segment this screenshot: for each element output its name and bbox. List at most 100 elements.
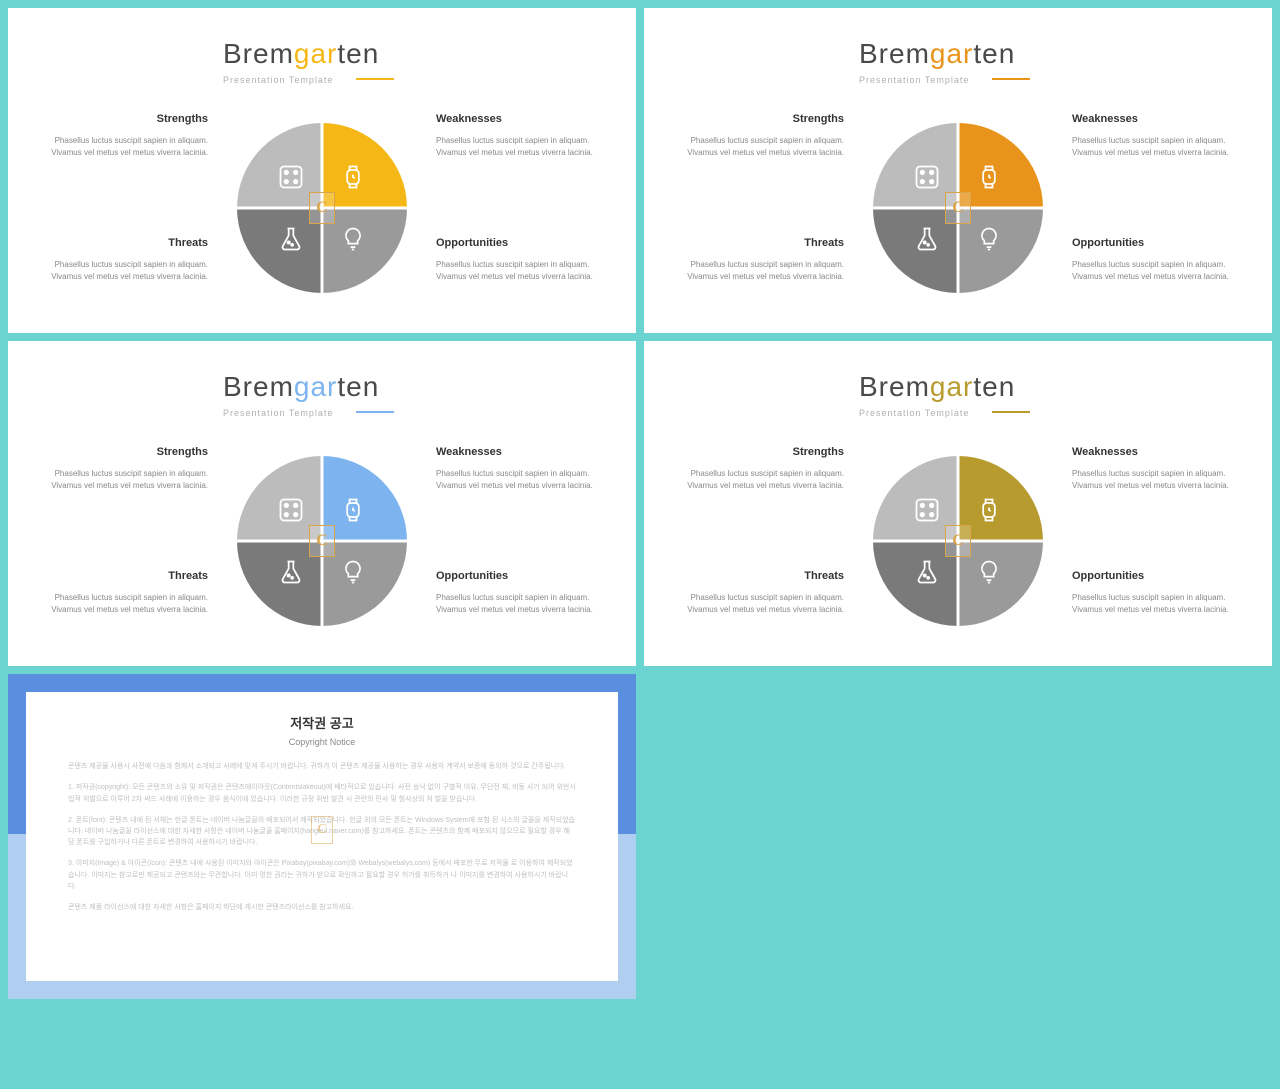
threats-block: Threats Phasellus luctus suscipit sapien…	[684, 570, 844, 616]
dice-icon	[277, 163, 305, 191]
strengths-title: Strengths	[684, 446, 844, 458]
strengths-title: Strengths	[48, 446, 208, 458]
swot-area: Strengths Phasellus luctus suscipit sapi…	[684, 441, 1232, 641]
brand-title: Bremgarten	[223, 38, 596, 70]
swot-slide: Bremgarten Presentation Template Strengt…	[8, 341, 636, 666]
strengths-block: Strengths Phasellus luctus suscipit sapi…	[48, 446, 208, 492]
cp-p5: 콘텐츠 제품 라이선스에 대한 자세한 사항은 홈페이지 하단에 게시한 콘텐츠…	[68, 902, 576, 913]
accent-underline	[356, 78, 394, 80]
weaknesses-body: Phasellus luctus suscipit sapien in aliq…	[1072, 468, 1232, 492]
title-pre: Brem	[223, 38, 294, 69]
title-mid: gar	[294, 371, 337, 402]
opportunities-title: Opportunities	[436, 570, 596, 582]
dice-icon	[277, 496, 305, 524]
center-badge: C	[945, 525, 971, 557]
strengths-title: Strengths	[48, 113, 208, 125]
empty-cell	[644, 674, 1272, 999]
opportunities-title: Opportunities	[1072, 570, 1232, 582]
title-block: Bremgarten Presentation Template	[859, 38, 1232, 88]
opportunities-block: Opportunities Phasellus luctus suscipit …	[1072, 570, 1232, 616]
watch-icon	[339, 163, 367, 191]
title-pre: Brem	[859, 371, 930, 402]
swot-pie: C	[237, 123, 407, 293]
dice-icon	[913, 163, 941, 191]
threats-body: Phasellus luctus suscipit sapien in aliq…	[684, 259, 844, 283]
subtitle: Presentation Template	[859, 408, 969, 418]
flask-icon	[913, 225, 941, 253]
strengths-block: Strengths Phasellus luctus suscipit sapi…	[684, 113, 844, 159]
cp-p4: 3. 이미지(Image) & 아이콘(Icon): 콘텐츠 내에 사용된 이미…	[68, 858, 576, 892]
subtitle: Presentation Template	[859, 75, 969, 85]
cp-p1: 콘텐츠 제공물 사용시 사전에 다음과 함께서 소개되고 사례에 맞게 주시기 …	[68, 761, 576, 772]
weaknesses-block: Weaknesses Phasellus luctus suscipit sap…	[436, 113, 596, 159]
threats-block: Threats Phasellus luctus suscipit sapien…	[48, 237, 208, 283]
subtitle: Presentation Template	[223, 408, 333, 418]
weaknesses-body: Phasellus luctus suscipit sapien in aliq…	[1072, 135, 1232, 159]
bulb-icon	[975, 558, 1003, 586]
brand-title: Bremgarten	[223, 371, 596, 403]
swot-area: Strengths Phasellus luctus suscipit sapi…	[48, 441, 596, 641]
threats-body: Phasellus luctus suscipit sapien in aliq…	[684, 592, 844, 616]
weaknesses-title: Weaknesses	[1072, 113, 1232, 125]
strengths-body: Phasellus luctus suscipit sapien in aliq…	[48, 135, 208, 159]
opportunities-body: Phasellus luctus suscipit sapien in aliq…	[1072, 592, 1232, 616]
flask-icon	[913, 558, 941, 586]
opportunities-block: Opportunities Phasellus luctus suscipit …	[436, 570, 596, 616]
threats-title: Threats	[48, 237, 208, 249]
opportunities-title: Opportunities	[436, 237, 596, 249]
threats-body: Phasellus luctus suscipit sapien in aliq…	[48, 259, 208, 283]
weaknesses-body: Phasellus luctus suscipit sapien in aliq…	[436, 135, 596, 159]
watch-icon	[975, 163, 1003, 191]
title-pre: Brem	[223, 371, 294, 402]
title-post: ten	[973, 38, 1015, 69]
watermark-badge: C	[311, 816, 333, 844]
swot-area: Strengths Phasellus luctus suscipit sapi…	[48, 108, 596, 308]
strengths-title: Strengths	[684, 113, 844, 125]
opportunities-title: Opportunities	[1072, 237, 1232, 249]
slide-grid: Bremgarten Presentation Template Strengt…	[8, 8, 1272, 999]
title-post: ten	[973, 371, 1015, 402]
swot-slide: Bremgarten Presentation Template Strengt…	[644, 8, 1272, 333]
strengths-body: Phasellus luctus suscipit sapien in aliq…	[684, 135, 844, 159]
accent-underline	[992, 78, 1030, 80]
title-pre: Brem	[859, 38, 930, 69]
weaknesses-body: Phasellus luctus suscipit sapien in aliq…	[436, 468, 596, 492]
weaknesses-block: Weaknesses Phasellus luctus suscipit sap…	[1072, 446, 1232, 492]
dice-icon	[913, 496, 941, 524]
cp-p2: 1. 저작권(copyright): 모든 콘텐츠의 소유 및 저작권은 콘텐츠…	[68, 782, 576, 804]
strengths-body: Phasellus luctus suscipit sapien in aliq…	[684, 468, 844, 492]
brand-title: Bremgarten	[859, 38, 1232, 70]
copyright-title: 저작권 공고	[68, 714, 576, 735]
title-block: Bremgarten Presentation Template	[859, 371, 1232, 421]
threats-title: Threats	[48, 570, 208, 582]
strengths-block: Strengths Phasellus luctus suscipit sapi…	[684, 446, 844, 492]
center-badge: C	[945, 192, 971, 224]
threats-block: Threats Phasellus luctus suscipit sapien…	[48, 570, 208, 616]
watch-icon	[975, 496, 1003, 524]
opportunities-body: Phasellus luctus suscipit sapien in aliq…	[1072, 259, 1232, 283]
copyright-slide: 저작권 공고 Copyright Notice 콘텐츠 제공물 사용시 사전에 …	[8, 674, 636, 999]
title-block: Bremgarten Presentation Template	[223, 38, 596, 88]
bulb-icon	[339, 558, 367, 586]
title-post: ten	[337, 38, 379, 69]
swot-area: Strengths Phasellus luctus suscipit sapi…	[684, 108, 1232, 308]
copyright-subtitle: Copyright Notice	[68, 735, 576, 749]
title-mid: gar	[930, 38, 973, 69]
weaknesses-block: Weaknesses Phasellus luctus suscipit sap…	[1072, 113, 1232, 159]
brand-title: Bremgarten	[859, 371, 1232, 403]
swot-pie: C	[237, 456, 407, 626]
title-post: ten	[337, 371, 379, 402]
swot-pie: C	[873, 456, 1043, 626]
flask-icon	[277, 225, 305, 253]
title-block: Bremgarten Presentation Template	[223, 371, 596, 421]
threats-title: Threats	[684, 237, 844, 249]
threats-body: Phasellus luctus suscipit sapien in aliq…	[48, 592, 208, 616]
bulb-icon	[975, 225, 1003, 253]
strengths-body: Phasellus luctus suscipit sapien in aliq…	[48, 468, 208, 492]
opportunities-block: Opportunities Phasellus luctus suscipit …	[436, 237, 596, 283]
title-mid: gar	[930, 371, 973, 402]
bulb-icon	[339, 225, 367, 253]
watch-icon	[339, 496, 367, 524]
accent-underline	[356, 411, 394, 413]
center-badge: C	[309, 192, 335, 224]
